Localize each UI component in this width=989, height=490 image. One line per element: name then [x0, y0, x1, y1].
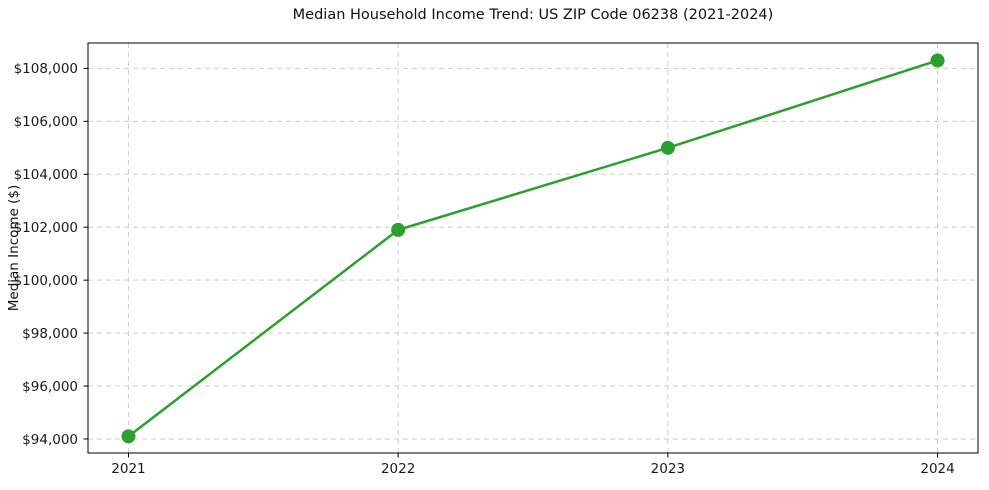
data-point-2022: [391, 222, 406, 237]
axes-background: [88, 43, 978, 453]
trend-line: [127, 59, 939, 438]
y-tick-label-108000: $108,000: [14, 61, 78, 77]
chart-title: Median Household Income Trend: US ZIP Co…: [292, 7, 774, 23]
y-tick-label-102000: $102,000: [14, 220, 78, 236]
data-point-2024: [930, 53, 945, 68]
y-tick-label-100000: $100,000: [14, 273, 78, 289]
x-tick-label-2023: 2023: [651, 461, 685, 477]
y-tick-label-94000: $94,000: [22, 432, 78, 448]
y-tick-label-104000: $104,000: [14, 167, 78, 183]
data-point-2021: [121, 429, 136, 444]
y-tick-label-98000: $98,000: [22, 326, 78, 342]
x-tick-label-2022: 2022: [381, 461, 415, 477]
x-tick-label-2024: 2024: [920, 461, 954, 477]
plot-border: [87, 42, 979, 454]
y-tick-label-96000: $96,000: [22, 379, 78, 395]
data-point-2023: [660, 140, 675, 155]
y-tick-label-106000: $106,000: [14, 114, 78, 130]
x-tick-label-2021: 2021: [111, 461, 145, 477]
